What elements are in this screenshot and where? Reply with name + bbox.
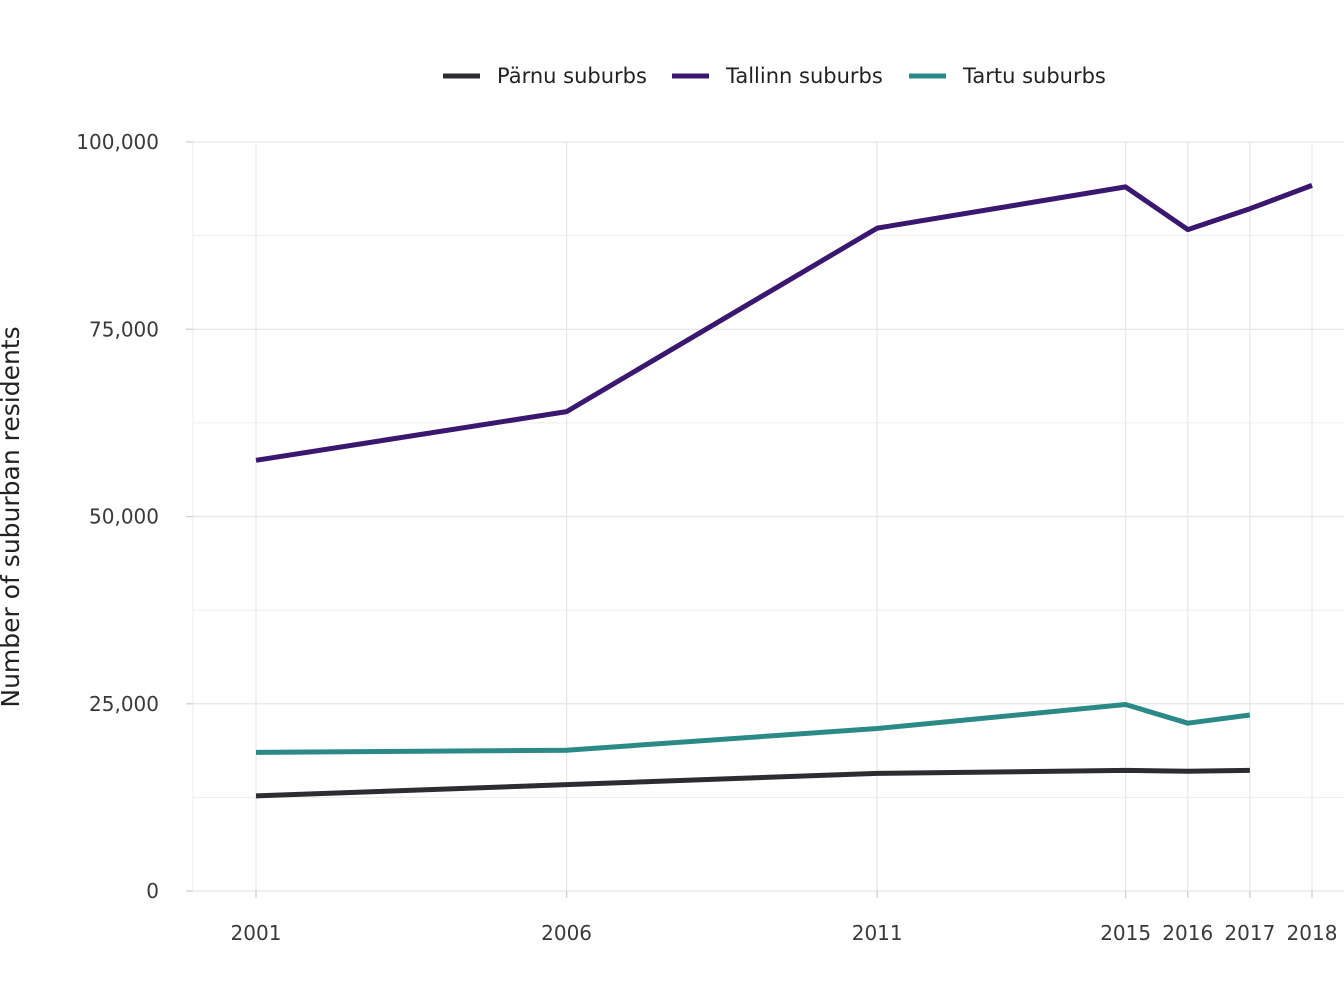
- x-axis: 2001 2006 2011 2015 2016 2017 2018: [231, 891, 1338, 945]
- y-tick-label: 75,000: [89, 317, 159, 341]
- y-tick-label: 100,000: [76, 130, 159, 154]
- x-tick-label: 2006: [541, 921, 592, 945]
- series-line-tartu-suburbs: [255, 702, 1251, 755]
- grid: [192, 141, 1344, 892]
- legend-label-p-rnu-suburbs: Pärnu suburbs: [497, 64, 647, 88]
- legend-label-tallinn-suburbs: Tallinn suburbs: [725, 64, 883, 88]
- series-line-p-rnu-suburbs: [255, 767, 1250, 799]
- y-axis-title: Number of suburban residents: [0, 326, 25, 707]
- series-line-tallinn-suburbs: [255, 183, 1313, 463]
- x-tick-label: 2015: [1100, 921, 1151, 945]
- legend-label-tartu-suburbs: Tartu suburbs: [962, 64, 1106, 88]
- y-tick-label: 0: [146, 879, 159, 903]
- legend: Pärnu suburbs Tallinn suburbs Tartu suburb…: [443, 64, 1106, 88]
- x-tick-label: 2001: [231, 921, 282, 945]
- x-tick-label: 2017: [1224, 921, 1275, 945]
- x-tick-label: 2011: [852, 921, 903, 945]
- y-tick-label: 50,000: [89, 505, 159, 529]
- y-tick-label: 25,000: [89, 692, 159, 716]
- x-tick-label: 2018: [1287, 921, 1338, 945]
- x-tick-label: 2016: [1162, 921, 1213, 945]
- series-lines: [255, 183, 1313, 799]
- y-axis: 0 25,000 50,000 75,000 100,000: [76, 130, 193, 903]
